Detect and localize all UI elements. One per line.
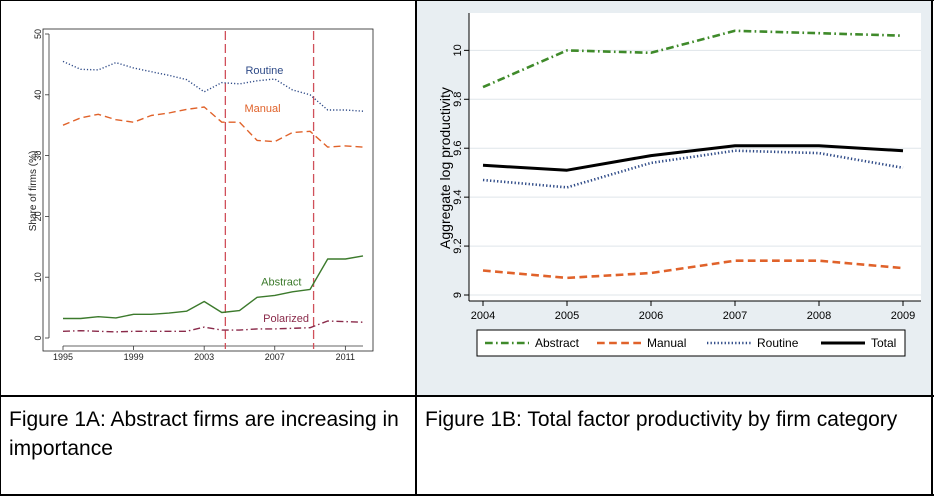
legend-label-routine: Routine [757, 336, 799, 350]
legend-label-abstract: Abstract [535, 336, 580, 350]
y-tick-label: 20 [33, 211, 43, 221]
y-tick-label: 0 [33, 335, 43, 340]
chart-1b: Aggregate log productivity 9 9.2 9.4 9.6 9.8… [417, 1, 931, 395]
y-tick-label: 50 [33, 29, 43, 39]
x-tick-label: 2007 [723, 310, 747, 322]
border-middle [415, 0, 417, 496]
series-line-abstract [482, 29, 904, 89]
series-label-abstract: Abstract [261, 276, 301, 288]
y-axis-label: Aggregate log productivity [437, 87, 453, 249]
y-tick-label: 9.8 [452, 92, 464, 107]
border-bottom [0, 494, 934, 496]
y-tick-label: 9.2 [452, 238, 464, 253]
border-right [931, 0, 933, 496]
x-tick-label: 2005 [555, 310, 579, 322]
series-label-polarized: Polarized [263, 313, 309, 325]
x-tick-label: 2009 [891, 310, 915, 322]
legend-label-total: Total [871, 336, 896, 350]
series-line-total [482, 144, 904, 172]
series-line-manual [482, 259, 904, 280]
chart-1b-cell: Aggregate log productivity 9 9.2 9.4 9.6 9.8… [417, 1, 931, 395]
border-left [0, 0, 1, 496]
y-tick-label: 10 [33, 272, 43, 282]
y-tick-label: 9 [452, 292, 464, 298]
plot-area [469, 13, 921, 301]
legend-box [476, 329, 906, 357]
x-tick-label: 2006 [639, 310, 663, 322]
y-axis-label: Share of firms (%) [28, 151, 39, 232]
chart-1a: Share of firms (%) 0 10 20 30 40 50 1995 1999 20… [28, 28, 374, 362]
border-caption-row [0, 395, 934, 397]
x-tick-label: 2008 [807, 310, 831, 322]
caption-figure-1b: Figure 1B: Total factor productivity by … [425, 408, 898, 431]
y-tick-label: 10 [452, 44, 464, 56]
x-tick-label: 2011 [336, 352, 355, 362]
series-label-manual: Manual [244, 103, 280, 115]
y-tick-label: 9.4 [452, 189, 464, 204]
caption-figure-1a: Figure 1A: Abstract firms are increasing… [9, 408, 399, 460]
series-line-abstract [63, 255, 364, 320]
x-tick-label: 2007 [265, 352, 285, 362]
border-top [0, 0, 934, 1]
y-tick-label: 40 [33, 90, 43, 100]
series-line-manual [62, 106, 364, 148]
legend-label-manual: Manual [647, 336, 686, 350]
series-label-routine: Routine [245, 65, 283, 77]
y-tick-label: 30 [33, 151, 43, 161]
x-tick-label: 2004 [471, 310, 495, 322]
x-tick-label: 1999 [124, 352, 144, 362]
x-tick-label: 1995 [53, 352, 73, 362]
y-tick-label: 9.6 [452, 141, 464, 156]
plot-frame [42, 28, 374, 352]
x-tick-label: 2003 [194, 352, 214, 362]
series-line-routine [62, 60, 364, 112]
chart-1a-cell: Share of firms (%) 0 10 20 30 40 50 1995 1999 20… [1, 1, 415, 395]
series-line-polarized [62, 320, 364, 333]
